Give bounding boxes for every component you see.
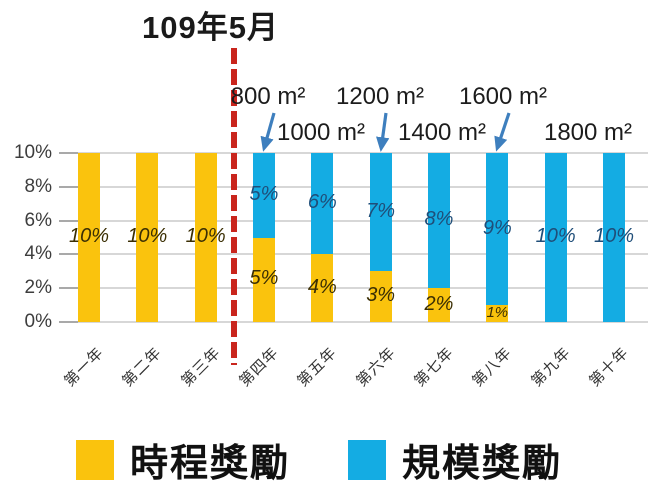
- y-axis-tick-label: 8%: [24, 175, 52, 197]
- bar-segment-blue: [544, 153, 567, 322]
- legend-label: 規模獎勵: [402, 443, 563, 485]
- legend-item: 規模獎勵: [348, 432, 562, 487]
- bar-segment-blue: [369, 153, 392, 272]
- axis-tick: [59, 219, 78, 222]
- bar-value-label: 6%: [307, 191, 337, 214]
- gridline: [59, 185, 648, 188]
- bar-segment-blue: [252, 153, 275, 238]
- bar-value-label: 10%: [593, 225, 634, 248]
- bar-value-label: 2%: [424, 292, 454, 315]
- bar-value-label: 1%: [486, 304, 509, 322]
- bar-value-label: 10%: [68, 225, 110, 248]
- y-axis-tick-label: 6%: [24, 209, 52, 231]
- bar-segment-blue: [311, 153, 334, 255]
- axis-tick: [59, 185, 78, 188]
- axis-tick: [59, 287, 78, 290]
- bar-segment-yellow: [136, 153, 159, 322]
- legend: 時程獎勵 規模獎勵: [76, 432, 562, 487]
- bar-segment-yellow: [252, 237, 275, 322]
- bar-segment-yellow: [311, 254, 334, 322]
- bar-value-label: 5%: [249, 182, 279, 205]
- gridline: [59, 253, 648, 256]
- bar-value-label: 8%: [424, 208, 454, 231]
- legend-item: 時程獎勵: [76, 432, 290, 487]
- bar-segment-blue: [486, 153, 509, 306]
- y-axis-tick-label: 4%: [24, 243, 52, 265]
- bar-value-label: 4%: [307, 275, 337, 298]
- area-annotation: 1800 m²: [543, 119, 633, 146]
- area-annotation: 1400 m²: [397, 119, 487, 146]
- area-annotation: 1000 m²: [276, 119, 366, 146]
- legend-swatch: [76, 439, 114, 480]
- area-annotation: 800 m²: [230, 83, 306, 110]
- event-line-title: 109年5月: [142, 10, 279, 45]
- y-axis-tick-label: 2%: [24, 277, 52, 299]
- legend-label: 時程獎勵: [130, 443, 291, 485]
- gridline: [59, 152, 648, 154]
- bar-segment-blue: [602, 153, 625, 322]
- bar-value-label: 5%: [249, 267, 279, 290]
- area-annotation: 1600 m²: [458, 83, 548, 110]
- y-axis-tick-label: 10%: [13, 142, 52, 163]
- bar-segment-yellow: [486, 305, 509, 322]
- area-annotation: 1200 m²: [335, 83, 425, 110]
- gridline: [59, 219, 648, 222]
- bar-value-label: 10%: [185, 225, 226, 248]
- bar-value-label: 10%: [127, 225, 168, 248]
- plot-area: 10% 10% 10% 5% 5% 4% 6% 3% 7% 2% 8% 1% 9% 10% 10%: [59, 152, 648, 323]
- bar-segment-yellow: [78, 153, 100, 322]
- bar-segment-yellow: [427, 288, 450, 322]
- bar-segment-yellow: [369, 271, 392, 322]
- y-axis-tick-label: 0%: [24, 311, 52, 332]
- bar-segment-blue: [427, 153, 450, 289]
- event-line: [231, 48, 237, 365]
- gridline: [59, 287, 648, 290]
- axis-tick: [59, 152, 78, 154]
- axis-tick: [59, 321, 78, 323]
- bar-segment-yellow: [194, 153, 217, 322]
- legend-swatch: [348, 439, 387, 480]
- gridline: [59, 321, 648, 323]
- bar-value-label: 10%: [535, 225, 576, 248]
- bar-value-label: 7%: [366, 199, 396, 222]
- bar-value-label: 9%: [482, 216, 512, 239]
- bar-value-label: 3%: [366, 284, 396, 307]
- axis-tick: [59, 253, 78, 256]
